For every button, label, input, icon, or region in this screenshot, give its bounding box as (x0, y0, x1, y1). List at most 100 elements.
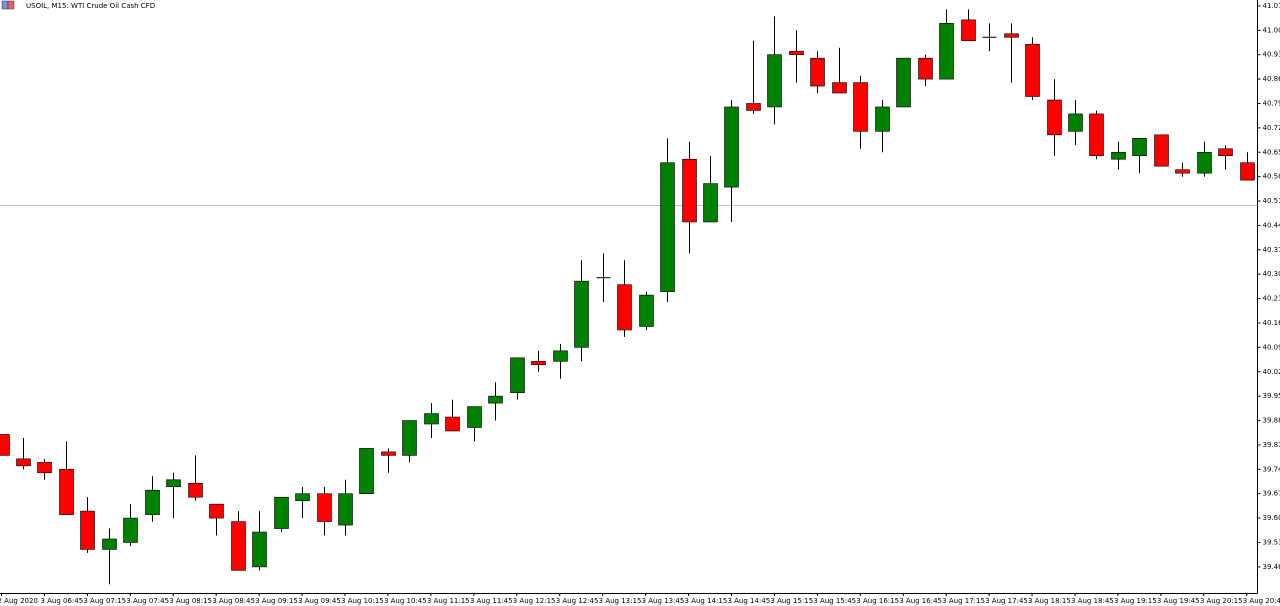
candle-body (166, 479, 181, 488)
candle-body (16, 458, 31, 467)
candle-body (961, 19, 976, 42)
candle-body (896, 57, 911, 108)
candle-body (381, 451, 396, 456)
x-tick-label: 3 Aug 08:45 (212, 597, 255, 605)
candle-body (1197, 151, 1212, 174)
candle-body (746, 103, 761, 111)
candle-body (639, 294, 654, 327)
symbol-icon (1, 0, 15, 10)
candle-body (188, 482, 203, 498)
x-tick-label: 3 Aug 19:15 (1114, 597, 1157, 605)
candle-body (918, 57, 933, 80)
candle-body (274, 496, 289, 529)
candle-body (231, 521, 246, 571)
candle-body (703, 183, 718, 223)
candle-body (145, 489, 160, 515)
x-tick-label: 3 Aug 16:45 (899, 597, 942, 605)
y-tick-label: 40.51 (1263, 197, 1280, 205)
candle-body (102, 538, 117, 550)
candle-body (0, 434, 10, 456)
candle-body (1132, 138, 1147, 157)
x-tick-label: 3 Aug 13:45 (642, 597, 685, 605)
x-tick-label: 3 Aug 14:45 (727, 597, 770, 605)
candle-body (1025, 43, 1040, 97)
candle-body (510, 357, 525, 393)
candle-body (1154, 134, 1169, 167)
candle-body (810, 57, 825, 87)
candle-body (338, 493, 353, 526)
y-tick-label: 40.37 (1263, 246, 1280, 254)
candle-body (59, 469, 74, 515)
candle-body (1004, 33, 1019, 38)
x-tick-label: 3 Aug 10:15 (341, 597, 384, 605)
candle-body (1111, 151, 1126, 160)
candle-body (37, 462, 52, 474)
x-tick-label: 3 Aug 10:45 (384, 597, 427, 605)
candle-body (553, 350, 568, 362)
candle-body (574, 280, 589, 348)
candle-body (789, 50, 804, 56)
x-tick-label: 3 Aug 17:45 (985, 597, 1028, 605)
candle-body (209, 503, 224, 519)
y-tick-label: 41.00 (1263, 26, 1280, 34)
y-tick-label: 40.86 (1263, 75, 1280, 83)
x-tick-label: 3 Aug 14:15 (685, 597, 728, 605)
candle-body (467, 406, 482, 428)
candle-body (359, 448, 374, 495)
candle-body (488, 395, 503, 404)
x-tick-label: 3 Aug 08:15 (169, 597, 212, 605)
x-tick-label: 3 Aug 19:45 (1157, 597, 1200, 605)
x-tick-label: 3 Aug 20:45 (1243, 597, 1280, 605)
candle-body (295, 493, 310, 501)
candle-body (445, 416, 460, 432)
candle-body (402, 420, 417, 456)
x-tick-label: 3 Aug 18:45 (1071, 597, 1114, 605)
x-tick-label: 3 Aug 09:45 (298, 597, 341, 605)
candle-body (1175, 169, 1190, 174)
candle-body (853, 82, 868, 132)
y-tick-label: 40.16 (1263, 319, 1280, 327)
y-tick-label: 40.09 (1263, 343, 1280, 351)
y-tick-label: 40.93 (1263, 51, 1280, 59)
candle-body (252, 531, 267, 568)
y-tick-label: 39.95 (1263, 392, 1280, 400)
candle-body (832, 82, 847, 94)
y-tick-label: 39.88 (1263, 417, 1280, 425)
y-tick-label: 40.72 (1263, 124, 1280, 132)
x-tick-label: 3 Aug 15:15 (770, 597, 813, 605)
candle-body (682, 158, 697, 223)
y-tick-label: 39.53 (1263, 538, 1280, 546)
y-tick-label: 39.46 (1263, 563, 1280, 571)
candle-body (660, 162, 675, 292)
candle-body (123, 517, 138, 543)
candle-body (531, 361, 546, 366)
candle-body (1218, 148, 1233, 157)
y-tick-label: 39.67 (1263, 490, 1280, 498)
candle-body (424, 413, 439, 425)
candle-body (317, 493, 332, 522)
candle-body (80, 510, 95, 550)
candle-body (1068, 113, 1083, 132)
candle-body (724, 106, 739, 188)
y-tick-label: 39.74 (1263, 465, 1280, 473)
candle-body (1240, 162, 1255, 181)
x-tick-label: 3 Aug 20:15 (1200, 597, 1243, 605)
x-tick-label: 3 Aug 07:45 (126, 597, 169, 605)
candle-body (1047, 99, 1062, 136)
y-tick-label: 40.30 (1263, 270, 1280, 278)
candle-body (617, 284, 632, 331)
x-tick-label: 3 Aug 12:45 (556, 597, 599, 605)
y-tick-label: 40.44 (1263, 221, 1280, 229)
y-tick-label: 40.23 (1263, 295, 1280, 303)
y-tick-label: 39.81 (1263, 441, 1280, 449)
x-tick-label: 3 Aug 15:45 (813, 597, 856, 605)
y-tick-label: 40.65 (1263, 148, 1280, 156)
y-tick-label: 39.60 (1263, 514, 1280, 522)
chart-title: USOIL, M15: WTI Crude Oil Cash CFD (26, 2, 155, 10)
y-tick-label: 40.02 (1263, 368, 1280, 376)
candle-body (767, 54, 782, 108)
y-tick-label: 40.79 (1263, 99, 1280, 107)
x-tick-label: 3 Aug 17:15 (942, 597, 985, 605)
candle-body (875, 106, 890, 132)
